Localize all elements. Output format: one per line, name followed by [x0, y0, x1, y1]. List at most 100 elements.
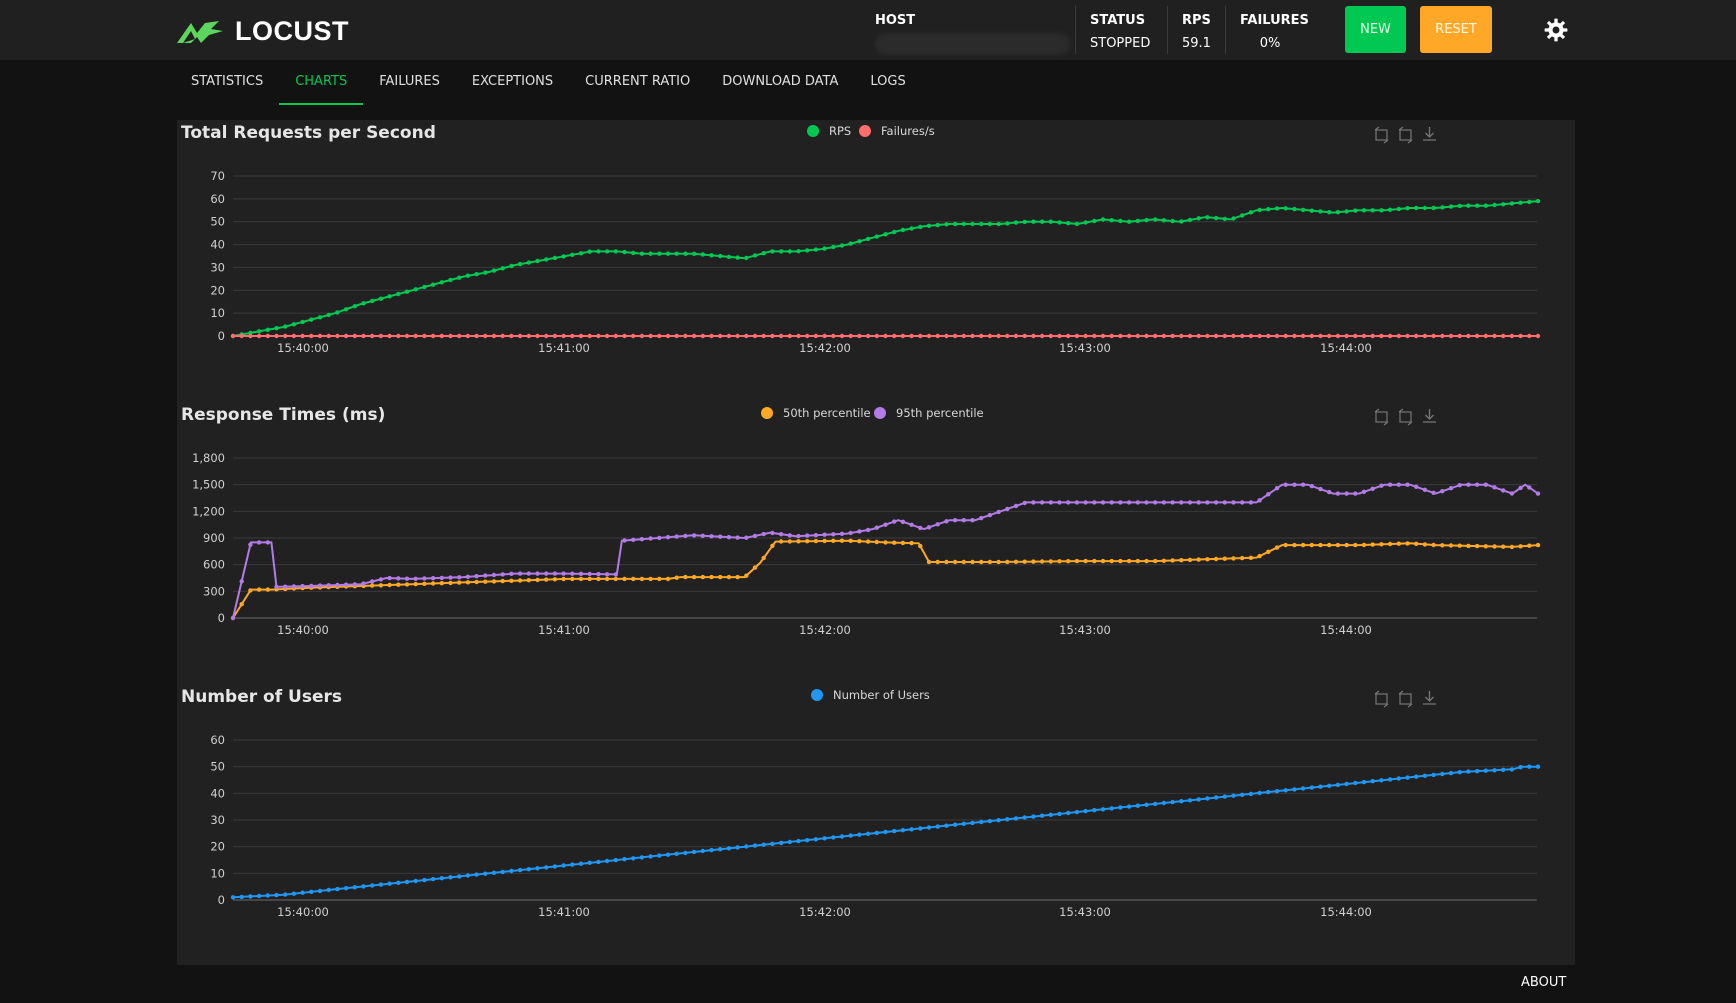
data-point	[778, 249, 784, 254]
status-value: STOPPED	[1090, 36, 1151, 51]
data-point	[1466, 769, 1471, 774]
about-link[interactable]: ABOUT	[1521, 975, 1567, 990]
data-point	[683, 251, 688, 256]
download-icon[interactable]	[1423, 691, 1436, 705]
data-point	[718, 574, 723, 580]
locust-logo[interactable]: LOCUST	[175, 16, 349, 47]
data-point	[1318, 333, 1323, 339]
data-point	[918, 826, 923, 831]
data-point	[1161, 800, 1167, 806]
data-point	[935, 522, 940, 527]
data-point	[1283, 333, 1288, 339]
data-point	[778, 333, 784, 339]
settings-gear-icon[interactable]	[1543, 17, 1569, 43]
zoom-icon[interactable]	[1374, 690, 1389, 708]
data-point	[805, 533, 810, 538]
data-point	[1474, 543, 1480, 549]
tab-exceptions[interactable]: EXCEPTIONS	[471, 74, 554, 89]
restore-icon[interactable]	[1398, 126, 1413, 144]
data-point	[1109, 333, 1114, 339]
data-point	[892, 229, 897, 235]
data-point	[274, 584, 279, 590]
data-point	[874, 830, 879, 836]
data-point	[457, 333, 462, 339]
y-tick-label: 1,200	[192, 504, 225, 518]
y-tick-label: 0	[218, 611, 225, 625]
data-point	[1518, 765, 1523, 770]
data-point	[309, 583, 314, 589]
legend-marker	[761, 407, 773, 419]
restore-icon[interactable]	[1398, 408, 1413, 426]
y-tick-label: 70	[210, 169, 225, 183]
data-point	[1179, 558, 1184, 563]
data-point	[761, 531, 766, 537]
data-point	[639, 333, 645, 339]
data-point	[544, 333, 549, 339]
data-point	[726, 846, 732, 851]
data-point	[1457, 483, 1462, 488]
zoom-icon[interactable]	[1374, 126, 1389, 144]
data-point	[648, 333, 653, 339]
data-point	[317, 333, 323, 339]
new-test-button[interactable]: NEW	[1345, 6, 1406, 53]
header-divider	[1225, 6, 1226, 54]
data-point	[831, 244, 836, 250]
data-point	[996, 559, 1001, 565]
data-point	[1474, 203, 1480, 208]
data-point	[413, 287, 418, 292]
data-point	[430, 282, 436, 287]
tab-download-data[interactable]: DOWNLOAD DATA	[722, 74, 839, 89]
zoom-icon-stroke	[1374, 690, 1389, 708]
data-point	[1005, 817, 1010, 822]
data-point	[883, 829, 888, 835]
data-point	[1187, 333, 1193, 339]
data-point	[474, 574, 479, 579]
data-point	[256, 333, 262, 339]
data-point	[1396, 333, 1402, 339]
data-point	[422, 581, 427, 586]
series-line	[232, 539, 1539, 619]
data-point	[561, 576, 566, 582]
reset-button[interactable]: RESET	[1420, 6, 1492, 53]
data-point	[335, 310, 340, 315]
download-icon[interactable]	[1423, 127, 1436, 141]
data-point	[465, 873, 471, 878]
tab-statistics[interactable]: STATISTICS	[191, 74, 264, 89]
data-point	[674, 333, 679, 339]
data-point	[1205, 557, 1210, 562]
data-point	[1083, 808, 1088, 814]
tab-current-ratio[interactable]: CURRENT RATIO	[585, 74, 691, 89]
rps-stat: RPS 59.1	[1182, 9, 1211, 55]
data-point	[1153, 558, 1158, 564]
data-point	[961, 221, 966, 227]
data-point	[813, 837, 819, 842]
data-point	[952, 333, 958, 339]
tab-logs[interactable]: LOGS	[870, 74, 906, 89]
y-tick-label: 10	[210, 306, 225, 320]
zoom-icon[interactable]	[1374, 408, 1389, 426]
restore-icon[interactable]	[1398, 690, 1413, 708]
data-point	[1492, 768, 1497, 773]
data-point	[1161, 333, 1167, 339]
data-point	[265, 893, 270, 898]
data-point	[744, 535, 749, 540]
data-point	[1126, 558, 1132, 564]
data-point	[317, 888, 323, 894]
data-point	[631, 333, 636, 339]
data-point	[622, 249, 627, 255]
data-point	[831, 532, 836, 537]
y-tick-label: 20	[210, 283, 225, 297]
data-point	[1344, 209, 1349, 214]
data-point	[230, 333, 236, 339]
data-point	[1379, 333, 1384, 339]
tab-failures[interactable]: FAILURES	[379, 74, 440, 89]
data-point	[1039, 333, 1045, 339]
download-icon[interactable]	[1423, 409, 1436, 423]
data-point	[1013, 559, 1019, 564]
data-point	[622, 857, 627, 862]
tab-charts[interactable]: CHARTS	[279, 60, 364, 105]
data-point	[865, 539, 871, 544]
data-point	[926, 223, 932, 228]
data-point	[465, 273, 471, 278]
data-point	[944, 823, 949, 828]
